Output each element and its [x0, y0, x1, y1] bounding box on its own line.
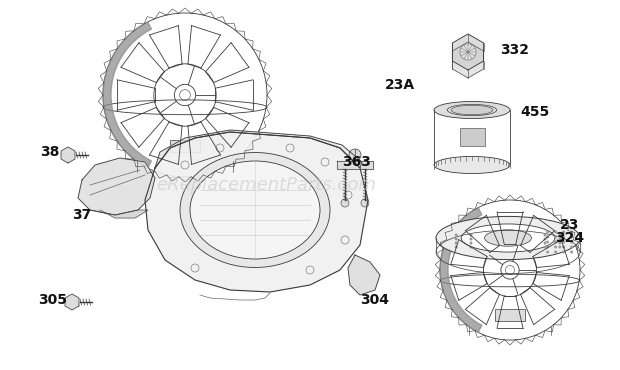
Circle shape — [454, 246, 458, 249]
Polygon shape — [337, 161, 373, 169]
Circle shape — [460, 44, 476, 60]
Circle shape — [546, 231, 549, 233]
Circle shape — [562, 240, 565, 243]
Ellipse shape — [180, 152, 330, 268]
Circle shape — [570, 235, 573, 239]
Circle shape — [570, 240, 573, 243]
Polygon shape — [145, 132, 368, 292]
Circle shape — [554, 235, 557, 239]
Ellipse shape — [190, 161, 320, 259]
Circle shape — [469, 242, 472, 245]
Circle shape — [554, 250, 557, 253]
Circle shape — [544, 246, 546, 249]
Text: 455: 455 — [520, 105, 549, 119]
Circle shape — [544, 233, 546, 236]
Circle shape — [570, 231, 573, 233]
Circle shape — [546, 240, 549, 243]
Circle shape — [562, 246, 565, 249]
Circle shape — [361, 199, 369, 207]
Polygon shape — [453, 42, 484, 78]
Bar — [495, 309, 525, 320]
Circle shape — [469, 233, 472, 236]
Circle shape — [341, 199, 349, 207]
Text: 304: 304 — [360, 293, 389, 307]
Circle shape — [469, 238, 472, 240]
Ellipse shape — [485, 230, 531, 246]
Polygon shape — [440, 208, 482, 332]
Polygon shape — [65, 294, 79, 310]
Circle shape — [544, 242, 546, 245]
Text: 332: 332 — [500, 43, 529, 57]
Ellipse shape — [447, 104, 497, 116]
Polygon shape — [348, 255, 380, 295]
Text: 324: 324 — [555, 231, 584, 245]
Circle shape — [454, 238, 458, 240]
Ellipse shape — [461, 224, 555, 252]
Circle shape — [559, 242, 561, 245]
Circle shape — [554, 231, 557, 233]
Circle shape — [554, 240, 557, 243]
Text: 305: 305 — [38, 293, 67, 307]
Circle shape — [454, 242, 458, 245]
Polygon shape — [61, 147, 75, 163]
Circle shape — [349, 149, 361, 161]
Text: 38: 38 — [40, 145, 60, 159]
Polygon shape — [155, 130, 362, 168]
Circle shape — [454, 233, 458, 236]
Polygon shape — [90, 210, 148, 218]
Polygon shape — [78, 158, 155, 215]
Circle shape — [559, 233, 561, 236]
Polygon shape — [103, 22, 151, 168]
Circle shape — [544, 238, 546, 240]
Circle shape — [559, 238, 561, 240]
Circle shape — [562, 235, 565, 239]
Text: 23: 23 — [560, 218, 579, 232]
Ellipse shape — [434, 101, 510, 118]
Ellipse shape — [451, 105, 493, 115]
Text: 363: 363 — [342, 155, 371, 169]
Text: 37: 37 — [72, 208, 91, 222]
Text: 23A: 23A — [385, 78, 415, 92]
Bar — [170, 140, 200, 152]
Circle shape — [546, 250, 549, 253]
Circle shape — [562, 231, 565, 233]
Circle shape — [469, 246, 472, 249]
Circle shape — [570, 250, 573, 253]
Circle shape — [559, 246, 561, 249]
Circle shape — [546, 235, 549, 239]
Ellipse shape — [434, 157, 510, 174]
Polygon shape — [453, 34, 484, 70]
Circle shape — [546, 246, 549, 249]
Circle shape — [554, 246, 557, 249]
Circle shape — [570, 246, 573, 249]
Ellipse shape — [436, 216, 580, 260]
Bar — [460, 128, 485, 146]
Text: eReplacementParts.com: eReplacementParts.com — [157, 176, 376, 194]
Circle shape — [562, 250, 565, 253]
